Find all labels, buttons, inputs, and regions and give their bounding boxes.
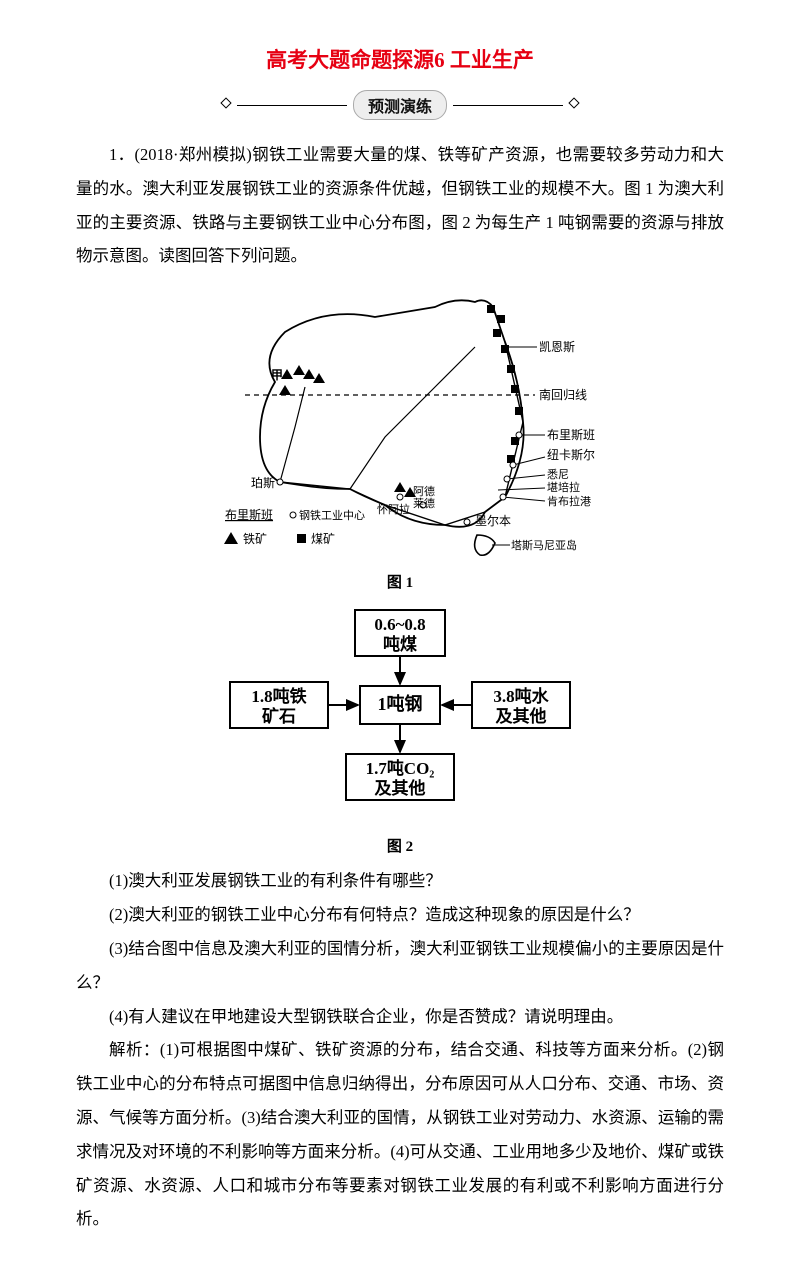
flow-left-l1: 1.8吨铁 <box>251 686 306 706</box>
legend-coal: 煤矿 <box>311 532 335 546</box>
question-2: (2)澳大利亚的钢铁工业中心分布有何特点？造成这种现象的原因是什么？ <box>76 898 724 932</box>
label-newcastle: 纽卡斯尔 <box>547 447 595 462</box>
flow-top-l2: 吨煤 <box>383 634 417 654</box>
label-whyalla: 怀阿拉 <box>377 502 410 516</box>
label-canberra: 堪培拉 <box>547 480 580 494</box>
question-3: (3)结合图中信息及澳大利亚的国情分析，澳大利亚钢铁工业规模偏小的主要原因是什么… <box>76 932 724 1000</box>
label-perth: 珀斯 <box>251 476 275 490</box>
label-sydney: 悉尼 <box>547 468 569 481</box>
figure-1-caption: 图 1 <box>76 571 724 592</box>
legend-iron: 铁矿 <box>243 532 267 546</box>
question-1: (1)澳大利亚发展钢铁工业的有利条件有哪些？ <box>76 864 724 898</box>
figure-2: 0.6~0.8 吨煤 1.8吨铁 矿石 1吨钢 3.8吨水 及其他 1.7吨CO… <box>76 606 724 856</box>
flow-bottom-l2: 及其他 <box>375 778 426 798</box>
flow-bottom-l1: 1.7吨CO₂ <box>366 758 435 778</box>
intro-paragraph: 1．(2018·郑州模拟)钢铁工业需要大量的煤、铁等矿产资源，也需要较多劳动力和… <box>76 138 724 273</box>
tasmania-outline <box>475 535 495 555</box>
label-tropic: 南回归线 <box>539 387 587 402</box>
flow-right-l2: 及其他 <box>496 706 547 726</box>
figure-1: 凯恩斯 南回归线 布里斯班 纽卡斯尔 悉尼 堪培拉 肯布拉港 墨尔本 塔斯马尼亚… <box>76 287 724 592</box>
page: 高考大题命题探源6 工业生产 预测演练 1．(2018·郑州模拟)钢铁工业需要大… <box>0 0 800 1276</box>
divider-label: 预测演练 <box>353 90 447 120</box>
diamond-icon <box>220 97 231 108</box>
body-text: 1．(2018·郑州模拟)钢铁工业需要大量的煤、铁等矿产资源，也需要较多劳动力和… <box>76 138 724 273</box>
svg-text:莱德: 莱德 <box>413 496 435 510</box>
figure-2-caption: 图 2 <box>76 835 724 856</box>
flow-left-l2: 矿石 <box>262 706 296 726</box>
flow-top-l1: 0.6~0.8 <box>374 615 425 634</box>
question-4: (4)有人建议在甲地建设大型钢铁联合企业，你是否赞成？请说明理由。 <box>76 1000 724 1034</box>
label-kembla: 肯布拉港 <box>547 494 591 508</box>
analysis-paragraph: 解析：(1)可根据图中煤矿、铁矿资源的分布，结合交通、科技等方面来分析。(2)钢… <box>76 1033 724 1236</box>
flowchart: 0.6~0.8 吨煤 1.8吨铁 矿石 1吨钢 3.8吨水 及其他 1.7吨CO… <box>220 606 580 826</box>
flow-center: 1吨钢 <box>378 693 423 714</box>
questions-block: (1)澳大利亚发展钢铁工业的有利条件有哪些？ (2)澳大利亚的钢铁工业中心分布有… <box>76 864 724 1236</box>
legend-city: 布里斯班 <box>225 508 273 522</box>
diamond-icon <box>568 97 579 108</box>
mainland-outline <box>260 301 524 527</box>
label-melbourne: 墨尔本 <box>475 513 511 528</box>
flow-right-l1: 3.8吨水 <box>493 686 549 706</box>
label-jia: 甲 <box>271 368 283 382</box>
legend-steel: 钢铁工业中心 <box>299 509 365 522</box>
divider-line <box>453 105 563 106</box>
label-cairns: 凯恩斯 <box>539 340 575 354</box>
divider-line <box>237 105 347 106</box>
label-adelaide: 阿德 <box>413 484 435 498</box>
page-title: 高考大题命题探源6 工业生产 <box>76 44 724 74</box>
section-divider: 预测演练 <box>76 90 724 120</box>
label-tasmania: 塔斯马尼亚岛 <box>511 538 577 552</box>
label-brisbane: 布里斯班 <box>547 428 595 442</box>
australia-map: 凯恩斯 南回归线 布里斯班 纽卡斯尔 悉尼 堪培拉 肯布拉港 墨尔本 塔斯马尼亚… <box>205 287 595 562</box>
